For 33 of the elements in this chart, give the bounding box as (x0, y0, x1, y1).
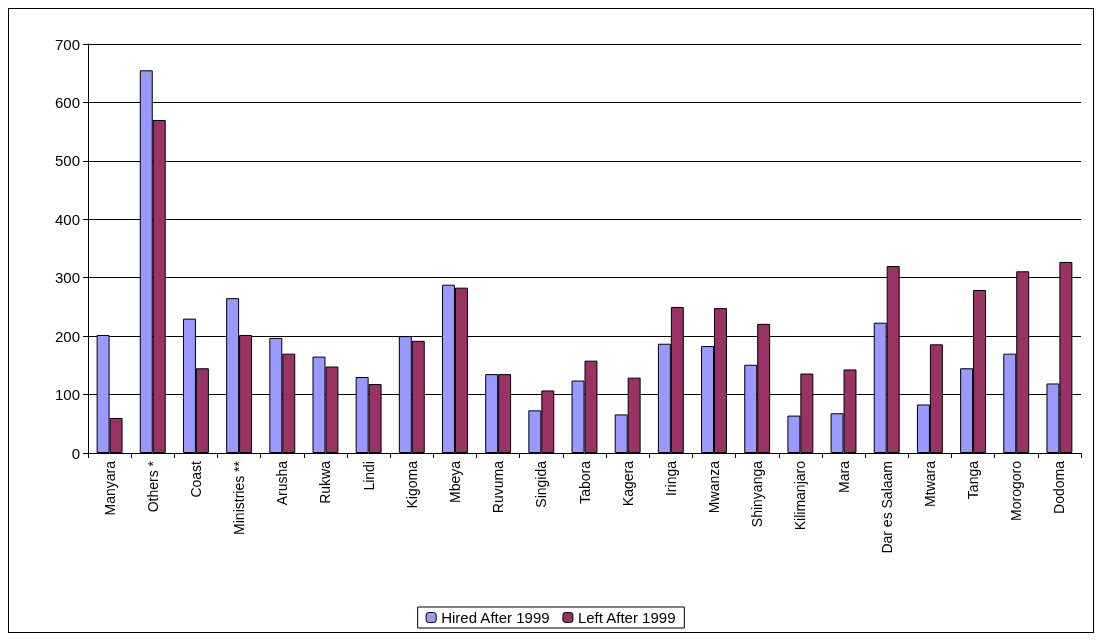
x-tick-label: Mtwara (921, 460, 938, 507)
x-tick-label: Manyara (101, 460, 118, 516)
x-tick-label: Arusha (274, 460, 291, 506)
legend-label: Left After 1999 (577, 609, 676, 626)
x-tick-label: Rukwa (317, 460, 334, 504)
legend-label: Hired After 1999 (441, 609, 550, 626)
x-tick-label: Tabora (576, 460, 593, 504)
x-tick-label: Tanga (965, 460, 982, 500)
y-tick-label: 700 (54, 35, 80, 53)
x-tick-label: Kigoma (403, 460, 420, 509)
x-tick-label: Kagera (619, 460, 636, 507)
x-tick-label: Others * (144, 460, 161, 513)
x-tick-label: Ministries ** (231, 460, 248, 535)
x-tick-label: Mara (835, 460, 852, 493)
y-tick-label: 100 (54, 386, 80, 404)
y-tick-label: 400 (54, 210, 80, 228)
x-tick-label: Mwanza (706, 460, 723, 514)
x-tick-label: Mbeya (446, 460, 463, 504)
x-tick-label: Dodoma (1051, 460, 1068, 514)
x-tick-label: Lindi (360, 461, 377, 491)
x-tick-label: Iringa (662, 460, 679, 497)
y-tick-label: 500 (54, 152, 80, 170)
y-tick-label: 200 (54, 327, 80, 345)
y-tick-label: 600 (54, 93, 80, 111)
x-tick-label: Shinyanga (749, 460, 766, 528)
x-tick-label: Morogoro (1008, 460, 1025, 521)
x-tick-label: Singida (533, 460, 550, 508)
y-tick-label: 300 (54, 269, 80, 287)
x-tick-label: Kilimanjaro (792, 460, 809, 531)
x-tick-label: Ruvuma (490, 460, 507, 514)
y-tick-label: 0 (71, 444, 80, 462)
x-tick-label: Dar es Salaam (878, 461, 895, 554)
x-tick-label: Coast (187, 460, 204, 498)
